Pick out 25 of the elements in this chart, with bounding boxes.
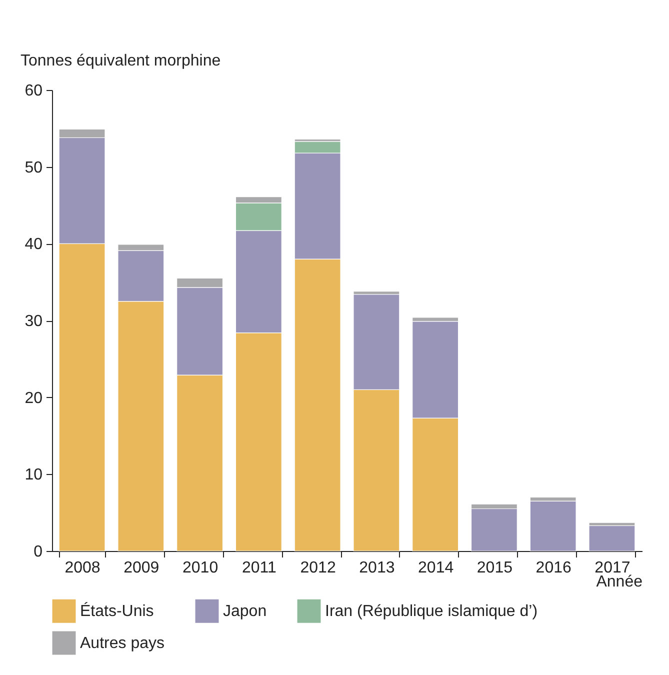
legend-label: Autres pays — [80, 635, 164, 652]
bar — [588, 525, 636, 552]
y-tick-label: 0 — [34, 544, 43, 560]
y-tick-label: 60 — [24, 82, 43, 100]
x-tick-label: 2010 — [182, 560, 218, 576]
x-tick-label: 2016 — [536, 560, 572, 576]
y-tick-label: 10 — [24, 466, 43, 484]
x-tick-label: 2008 — [64, 560, 100, 576]
legend-label: Japon — [223, 603, 267, 620]
legend-label: Iran (République islamique d’) — [325, 603, 538, 620]
y-tick-label: 20 — [24, 390, 43, 407]
bar — [470, 508, 518, 552]
y-tick-label: 40 — [24, 236, 43, 254]
x-tick-label: 2012 — [300, 560, 336, 576]
x-tick-label: 2009 — [124, 560, 160, 576]
x-tick-label: 2015 — [476, 560, 513, 576]
y-tick-label: 30 — [24, 313, 43, 330]
x-tick-label: 2013 — [359, 560, 395, 576]
x-tick-label: 2014 — [418, 560, 454, 576]
bar — [530, 500, 576, 552]
x-axis-title: Année — [596, 574, 643, 590]
y-axis-title: Tonnes équivalent morphine — [20, 52, 221, 70]
y-tick-label: 50 — [24, 159, 43, 176]
legend-label: États-Unis — [80, 602, 154, 620]
x-tick-label: 2011 — [242, 560, 276, 576]
